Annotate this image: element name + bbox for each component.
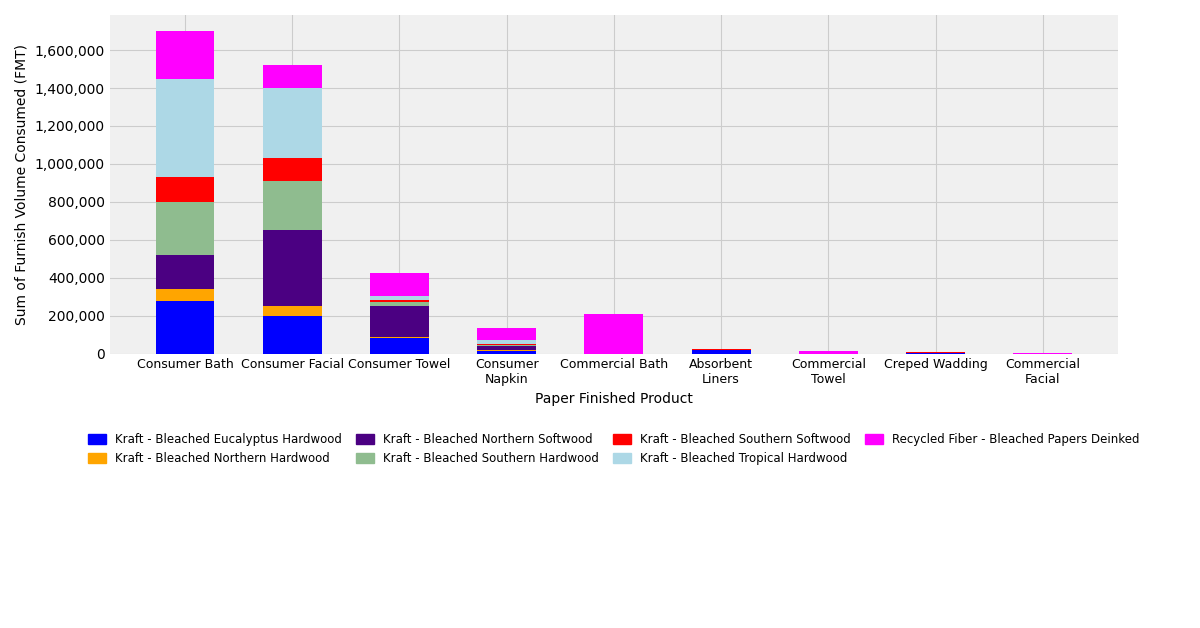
Bar <box>478 351 536 354</box>
Bar <box>263 230 322 306</box>
Bar <box>263 65 322 88</box>
Bar <box>478 344 536 345</box>
Bar <box>370 337 428 338</box>
Bar <box>691 349 750 350</box>
X-axis label: Paper Finished Product: Paper Finished Product <box>535 392 692 406</box>
Bar <box>478 328 536 340</box>
Bar <box>156 177 215 202</box>
Bar <box>370 296 428 300</box>
Bar <box>691 350 750 354</box>
Bar <box>370 306 428 337</box>
Bar <box>1013 353 1073 354</box>
Bar <box>584 314 643 354</box>
Bar <box>478 347 536 350</box>
Bar <box>156 289 215 301</box>
Bar <box>370 303 428 306</box>
Bar <box>263 181 322 230</box>
Bar <box>263 306 322 316</box>
Bar <box>370 273 428 296</box>
Bar <box>156 31 215 78</box>
Bar <box>478 340 536 344</box>
Bar <box>263 88 322 158</box>
Bar <box>156 255 215 289</box>
Bar <box>263 158 322 181</box>
Bar <box>156 78 215 177</box>
Y-axis label: Sum of Furnish Volume Consumed (FMT): Sum of Furnish Volume Consumed (FMT) <box>14 44 29 325</box>
Legend: Kraft - Bleached Eucalyptus Hardwood, Kraft - Bleached Northern Hardwood, Kraft : Kraft - Bleached Eucalyptus Hardwood, Kr… <box>82 427 1146 471</box>
Bar <box>156 202 215 255</box>
Bar <box>263 316 322 354</box>
Bar <box>370 338 428 354</box>
Bar <box>156 301 215 354</box>
Bar <box>799 351 858 354</box>
Bar <box>370 300 428 303</box>
Bar <box>478 345 536 347</box>
